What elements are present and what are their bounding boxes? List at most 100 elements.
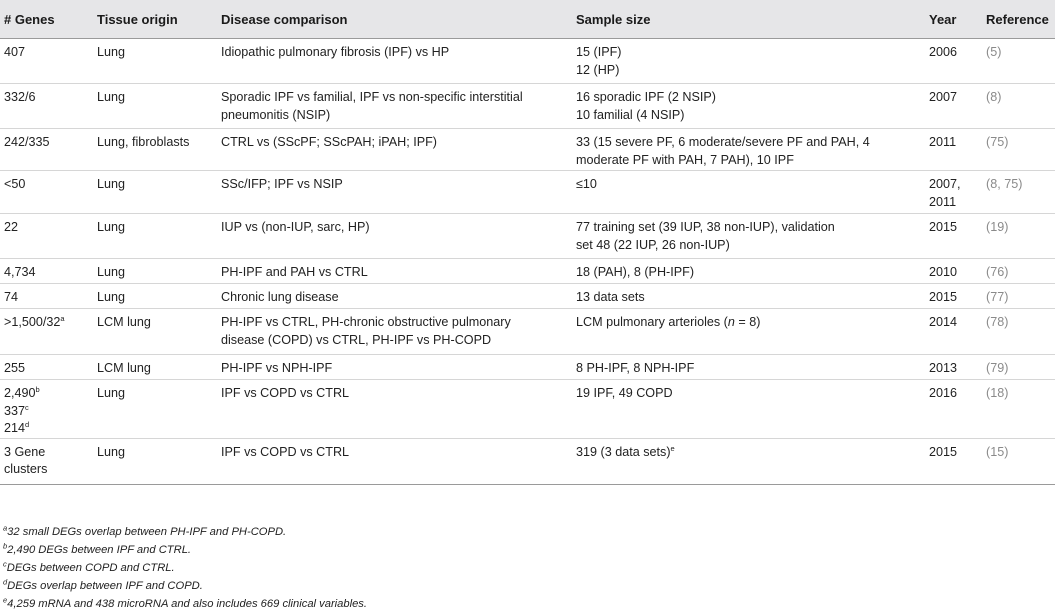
year-text: 2007	[929, 90, 958, 104]
disease-text: PH-IPF vs CTRL, PH-chronic obstructive p…	[221, 315, 511, 329]
sample-text: 33 (15 severe PF, 6 moderate/severe PF a…	[576, 135, 870, 149]
cell-disease: PH-IPF vs NPH-IPF	[217, 354, 572, 380]
cell-tissue: Lung	[93, 38, 217, 84]
genes-line: 74	[4, 289, 89, 307]
reference-line: (5)	[986, 44, 1051, 62]
disease-text: Sporadic IPF vs familial, IPF vs non-spe…	[221, 90, 523, 104]
sample-line: 12 (HP)	[576, 62, 921, 80]
tissue-text: Lung	[97, 386, 126, 400]
genes-line: 337c	[4, 403, 89, 421]
header-tissue: Tissue origin	[93, 0, 217, 39]
sample-text: 12 (HP)	[576, 62, 620, 77]
cell-genes: 332/6	[0, 83, 93, 129]
reference-text: (78)	[986, 315, 1009, 329]
genes-footnote-mark: a	[60, 313, 65, 323]
sample-line: LCM pulmonary arterioles (n = 8)	[576, 314, 921, 332]
year-line: 2014	[929, 314, 978, 332]
genes-text: 407	[4, 45, 26, 59]
sample-text: = 8)	[734, 315, 761, 329]
cell-sample: 319 (3 data sets)e	[572, 438, 925, 485]
cell-disease: PH-IPF vs CTRL, PH-chronic obstructive p…	[217, 308, 572, 355]
reference-line: (79)	[986, 360, 1051, 378]
disease-line: IPF vs COPD vs CTRL	[221, 444, 568, 462]
footnote-text: DEGs overlap between IPF and COPD.	[7, 580, 203, 592]
year-text: 2011	[929, 135, 957, 149]
tissue-line: LCM lung	[97, 360, 213, 378]
tissue-text: Lung	[97, 265, 126, 279]
genes-line: <50	[4, 176, 89, 194]
genes-line: 242/335	[4, 134, 89, 152]
disease-line: CTRL vs (SScPF; SScPAH; iPAH; IPF)	[221, 134, 568, 152]
sample-text: moderate PF with PAH, 7 PAH), 10 IPF	[576, 152, 794, 167]
reference-text: (77)	[986, 290, 1009, 304]
header-genes: # Genes	[0, 0, 93, 39]
year-text: 2016	[929, 386, 958, 400]
cell-sample: 13 data sets	[572, 283, 925, 309]
tissue-line: Lung, fibroblasts	[97, 134, 213, 152]
genes-line: 3 Gene	[4, 444, 89, 462]
cell-genes: 2,490b 337c 214d	[0, 379, 93, 439]
genes-text: 3 Gene	[4, 444, 46, 459]
table-row: >1,500/32a LCM lung PH-IPF vs CTRL, PH-chr…	[0, 308, 1055, 355]
cell-year: 2014	[925, 308, 982, 355]
cell-year: 2015	[925, 283, 982, 309]
footnote-text: 32 small DEGs overlap between PH-IPF and…	[7, 526, 287, 538]
tissue-text: Lung	[97, 444, 126, 459]
cell-sample: 18 (PAH), 8 (PH-IPF)	[572, 258, 925, 284]
genes-line: 332/6	[4, 89, 89, 107]
cell-year: 2015	[925, 213, 982, 259]
cell-reference: (5)	[982, 38, 1055, 84]
sample-line: 10 familial (4 NSIP)	[576, 107, 921, 125]
cell-disease: SSc/IFP; IPF vs NSIP	[217, 170, 572, 214]
tissue-text: LCM lung	[97, 315, 151, 329]
tissue-text: Lung	[97, 220, 126, 234]
year-text: 2011	[929, 194, 957, 209]
reference-text: (76)	[986, 265, 1009, 279]
footnote-mark: b	[3, 541, 8, 551]
disease-text: PH-IPF and PAH vs CTRL	[221, 265, 368, 279]
sample-line: 16 sporadic IPF (2 NSIP)	[576, 89, 921, 107]
sample-line: moderate PF with PAH, 7 PAH), 10 IPF	[576, 152, 921, 170]
footnote: cDEGs between COPD and CTRL.	[3, 560, 175, 575]
footnote: e4,259 mRNA and 438 microRNA and also in…	[3, 596, 368, 611]
disease-line: PH-IPF and PAH vs CTRL	[221, 264, 568, 282]
genes-text: 242/335	[4, 135, 50, 149]
cell-tissue: Lung	[93, 213, 217, 259]
sample-italic: n	[727, 315, 735, 329]
header-reference: Reference	[982, 0, 1055, 39]
tissue-text: Lung	[97, 290, 126, 304]
year-line: 2007,	[929, 176, 978, 194]
cell-disease: CTRL vs (SScPF; SScPAH; iPAH; IPF)	[217, 128, 572, 171]
cell-disease: Sporadic IPF vs familial, IPF vs non-spe…	[217, 83, 572, 129]
reference-line: (78)	[986, 314, 1051, 332]
sample-footnote-mark: e	[670, 443, 675, 453]
reference-line: (8, 75)	[986, 176, 1051, 194]
table-row: 255 LCM lung PH-IPF vs NPH-IPF 8 PH-IPF, 8 …	[0, 354, 1055, 380]
sample-line: 77 training set (39 IUP, 38 non-IUP), va…	[576, 219, 921, 237]
tissue-line: Lung	[97, 219, 213, 237]
tissue-line: Lung	[97, 89, 213, 107]
header-year: Year	[925, 0, 982, 39]
cell-year: 2010	[925, 258, 982, 284]
cell-sample: 16 sporadic IPF (2 NSIP) 10 familial (4 N…	[572, 83, 925, 129]
year-line: 2011	[929, 194, 978, 212]
cell-tissue: Lung	[93, 379, 217, 439]
cell-genes: >1,500/32a	[0, 308, 93, 355]
footnote-mark: a	[3, 523, 8, 533]
year-line: 2016	[929, 385, 978, 403]
year-line: 2013	[929, 360, 978, 378]
cell-year: 2007	[925, 83, 982, 129]
sample-text: 10 familial (4 NSIP)	[576, 107, 685, 122]
disease-text: Idiopathic pulmonary fibrosis (IPF) vs H…	[221, 45, 450, 59]
year-line: 2007	[929, 89, 978, 107]
disease-text: IPF vs COPD vs CTRL	[221, 386, 350, 400]
sample-line: 18 (PAH), 8 (PH-IPF)	[576, 264, 921, 282]
disease-text: CTRL vs (SScPF; SScPAH; iPAH; IPF)	[221, 135, 437, 149]
cell-sample: 33 (15 severe PF, 6 moderate/severe PF a…	[572, 128, 925, 171]
disease-line: Idiopathic pulmonary fibrosis (IPF) vs H…	[221, 44, 568, 62]
cell-year: 2007, 2011	[925, 170, 982, 214]
footnote-text: 4,259 mRNA and 438 microRNA and also inc…	[7, 598, 368, 610]
cell-genes: 242/335	[0, 128, 93, 171]
table-row: 2,490b 337c 214d Lung IPF vs COPD vs CTRL 19 …	[0, 379, 1055, 439]
table-row: 22 Lung IUP vs (non-IUP, sarc, HP) 77 train…	[0, 213, 1055, 259]
